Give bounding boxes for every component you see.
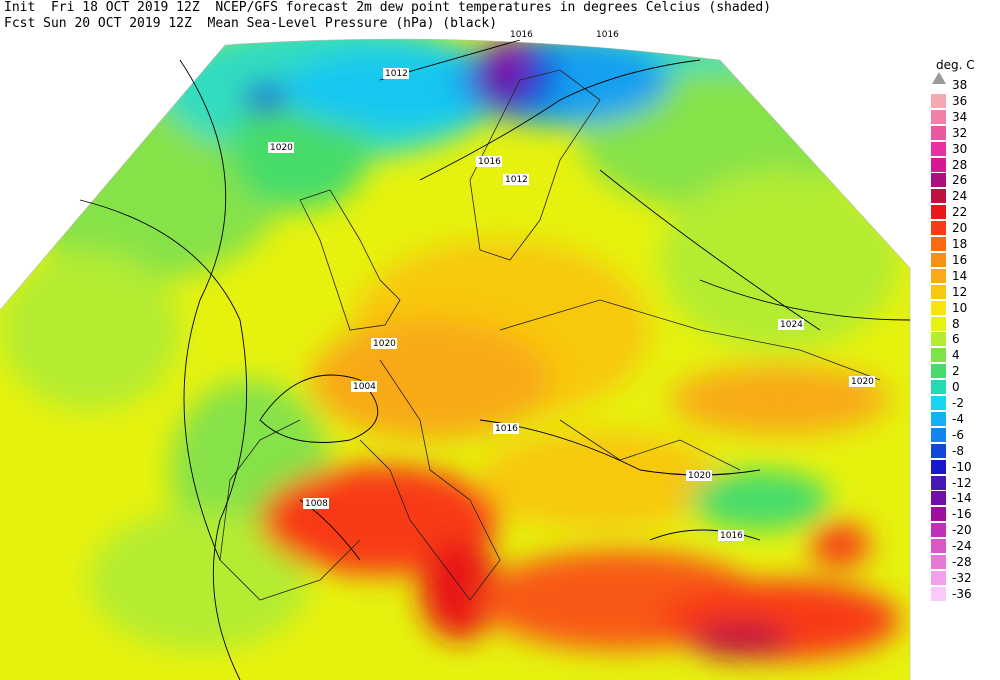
isobar-label: 1016 [478, 157, 501, 167]
init-time: Init Fri 18 OCT 2019 12Z [4, 0, 200, 15]
legend-swatch [931, 411, 946, 426]
legend-label: 26 [952, 173, 968, 188]
legend-swatch [931, 555, 946, 569]
forecast-map: 1012 1020 1016 1012 1024 1020 1020 1016 … [0, 29, 911, 680]
color-legend: deg. C 38 36 34 32 30 28 26 24 22 20 18 16 14 12 10 8 6 4… [928, 58, 988, 618]
isobar-labels: 1012 1020 1016 1012 1024 1020 1020 1016 … [268, 29, 875, 541]
header-line-2: Fcst Sun 20 OCT 2019 12Z Mean Sea-Level … [4, 16, 497, 32]
legend-label: 18 [952, 237, 968, 251]
isobar-label: 1020 [851, 377, 874, 387]
legend-label: -6 [952, 427, 964, 442]
legend-swatch [931, 252, 946, 267]
product-subtitle: Mean Sea-Level Pressure (hPa) (black) [207, 16, 498, 31]
isobar-label: 1016 [495, 424, 518, 434]
dewpoint-shading [0, 39, 910, 680]
legend-label: 6 [952, 332, 960, 347]
legend-swatch [931, 268, 946, 283]
legend-label: 28 [952, 157, 968, 172]
legend-swatch [931, 316, 946, 331]
legend-label: 16 [952, 252, 968, 267]
legend-swatch [931, 173, 946, 188]
isobar-label: 1016 [596, 30, 619, 40]
legend-swatch [931, 221, 946, 236]
legend-swatch [931, 523, 946, 538]
forecast-time: Fcst Sun 20 OCT 2019 12Z [4, 16, 192, 31]
legend-swatch [931, 539, 946, 554]
isobar-label: 1016 [720, 531, 743, 541]
legend-swatch [931, 284, 946, 299]
legend-swatch [931, 475, 946, 490]
legend-swatch [931, 125, 946, 140]
legend-label: 20 [952, 221, 968, 236]
legend-label: -36 [952, 586, 972, 601]
legend-label: -28 [952, 555, 972, 569]
isobar-label: 1012 [505, 175, 528, 185]
legend-swatch [931, 427, 946, 442]
legend-label: -14 [952, 491, 972, 506]
legend-swatch [931, 443, 946, 458]
legend-label: -20 [952, 523, 972, 538]
legend-label: 36 [952, 93, 968, 108]
legend-swatch [931, 380, 946, 395]
legend-label: 10 [952, 300, 968, 315]
isobar-label: 1008 [305, 499, 328, 509]
legend-label: -4 [952, 411, 964, 426]
legend-label: 12 [952, 284, 968, 299]
isobar-label: 1016 [510, 30, 533, 40]
legend-swatch [931, 109, 946, 124]
legend-swatch [931, 348, 946, 363]
legend-swatch [931, 237, 946, 251]
legend-swatch [931, 205, 946, 220]
legend-label: 38 [952, 78, 968, 92]
legend-swatch [931, 396, 946, 410]
legend-label: 8 [952, 316, 960, 331]
legend-swatch [931, 157, 946, 172]
legend-label: -2 [952, 396, 964, 410]
legend-label: -12 [952, 475, 972, 490]
legend-swatch [931, 507, 946, 522]
isobar-label: 1020 [688, 471, 711, 481]
legend-label: 30 [952, 141, 968, 156]
legend-label: -24 [952, 539, 972, 554]
legend-swatch [931, 300, 946, 315]
map-frame [0, 38, 911, 680]
isobar-label: 1024 [780, 320, 803, 330]
legend-label: 4 [952, 348, 960, 363]
legend-label: 0 [952, 380, 960, 395]
legend-label: -8 [952, 443, 964, 458]
legend-swatch [931, 93, 946, 108]
legend-label: -16 [952, 507, 972, 522]
legend-swatch [931, 141, 946, 156]
header-line-1: Init Fri 18 OCT 2019 12Z NCEP/GFS foreca… [4, 0, 771, 16]
legend-swatch [931, 586, 946, 601]
legend-swatch [931, 491, 946, 506]
legend-title: deg. C [936, 58, 975, 72]
legend-label: -10 [952, 459, 972, 474]
product-title: NCEP/GFS forecast 2m dew point temperatu… [215, 0, 772, 15]
isobars [79, 39, 911, 680]
legend-label: 32 [952, 125, 968, 140]
legend-up-arrow-icon [932, 72, 946, 84]
isobar-label: 1020 [270, 143, 293, 153]
isobar-label: 1012 [385, 69, 408, 79]
isobar-label: 1020 [373, 339, 396, 349]
legend-swatch [931, 189, 946, 204]
isobar-label: 1004 [353, 382, 376, 392]
legend-label: 2 [952, 364, 960, 379]
legend-label: 22 [952, 205, 968, 220]
legend-label: -32 [952, 570, 972, 585]
legend-label: 14 [952, 268, 968, 283]
legend-swatch [931, 570, 946, 585]
legend-swatch [931, 364, 946, 379]
legend-label: 34 [952, 109, 968, 124]
legend-label: 24 [952, 189, 968, 204]
coastlines [219, 69, 881, 601]
legend-swatch [931, 459, 946, 474]
legend-swatch [931, 332, 946, 347]
